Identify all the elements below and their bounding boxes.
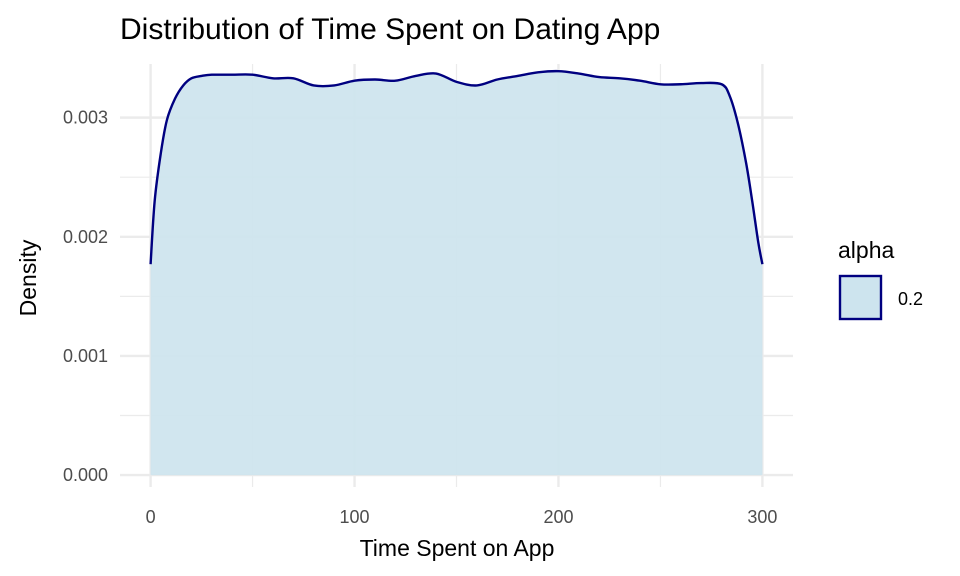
- density-area-fill: [150, 71, 763, 476]
- y-tick-label: 0.003: [63, 108, 108, 128]
- legend-title: alpha: [838, 237, 894, 263]
- chart-title: Distribution of Time Spent on Dating App: [120, 13, 660, 46]
- y-tick-label: 0.002: [63, 227, 108, 247]
- x-axis-title: Time Spent on App: [360, 535, 555, 561]
- y-tick-label: 0.000: [63, 465, 108, 485]
- y-tick-labels: 0.000 0.001 0.002 0.003: [63, 108, 108, 485]
- legend-label: 0.2: [898, 289, 923, 309]
- x-tick-label: 100: [340, 507, 370, 527]
- y-axis-title: Density: [15, 239, 41, 316]
- x-tick-label: 200: [543, 507, 573, 527]
- y-tick-label: 0.001: [63, 346, 108, 366]
- legend-key: [838, 274, 883, 321]
- legend: alpha 0.2: [838, 237, 923, 321]
- x-tick-labels: 0 100 200 300: [146, 507, 778, 527]
- density-line: [149, 69, 764, 265]
- x-tick-label: 300: [747, 507, 777, 527]
- x-tick-label: 0: [146, 507, 156, 527]
